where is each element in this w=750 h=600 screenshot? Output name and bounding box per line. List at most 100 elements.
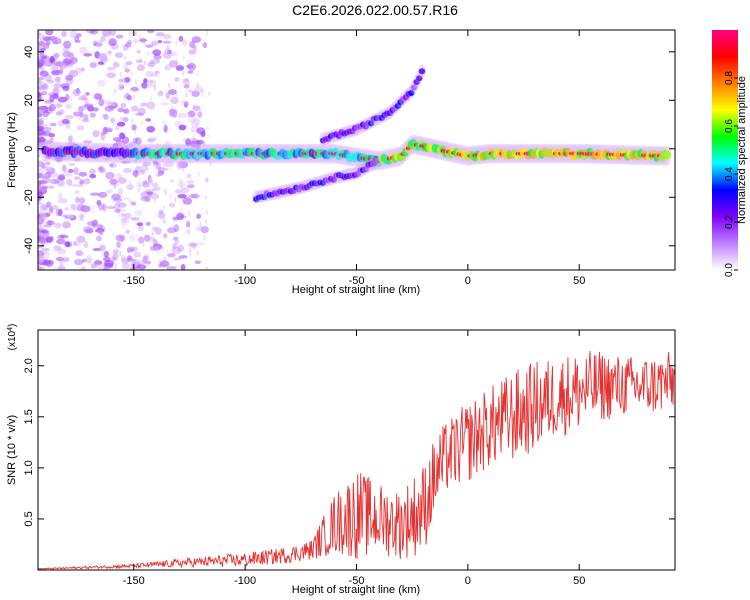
spectrogram-cell <box>189 251 192 257</box>
spectrogram-cell <box>164 123 167 129</box>
spectrogram-cell <box>38 197 42 202</box>
spectrogram-ytick-label: -20 <box>23 189 35 205</box>
spectrogram-cell <box>183 83 190 89</box>
spectrogram-cell <box>195 123 199 129</box>
spectrogram-cell <box>152 186 161 192</box>
spectrogram-cell <box>82 140 93 144</box>
spectrogram-cell <box>130 70 133 76</box>
spectrogram-cell <box>38 226 44 231</box>
snr-scale-label: (x104) <box>7 324 19 351</box>
spectrogram-cell <box>107 50 112 55</box>
spectrogram-cell <box>53 222 62 229</box>
spectrogram-cell <box>153 85 156 91</box>
spectrogram-cell <box>45 220 56 226</box>
spectrogram-cell <box>205 177 208 183</box>
colorbar-ticks: 0.0 0.2 0.4 0.6 0.8 <box>724 71 738 277</box>
spectrogram-cell <box>167 253 170 259</box>
spectrogram-cell <box>133 251 142 258</box>
spectrogram-cell <box>67 168 74 173</box>
spectrogram-cell <box>44 161 51 166</box>
spectrogram-cell <box>165 65 168 71</box>
spectrogram-cell <box>39 213 47 221</box>
spectrogram-cell <box>178 113 181 119</box>
spectrogram-cell <box>79 111 84 118</box>
spectrogram-cell <box>149 245 159 252</box>
spectrogram-cell <box>185 220 191 228</box>
spectrogram-cell <box>75 87 80 94</box>
spectrogram-cell <box>148 191 153 197</box>
spectrogram-cell <box>54 76 61 83</box>
spectrogram-cell <box>121 217 128 224</box>
spectrogram-cell <box>180 207 183 213</box>
spectrogram-cell <box>132 137 139 144</box>
spectrogram-cell <box>138 182 141 188</box>
spectrogram-cell <box>116 173 123 180</box>
spectrogram-cell <box>38 80 43 85</box>
spectrogram-cell <box>132 258 140 264</box>
spectrogram-cell <box>115 125 120 130</box>
snr-panel: -150 -100 -50 0 50 0.5 1.0 1.5 2.0 Height of str… <box>6 324 676 596</box>
spectrogram-cell <box>184 229 191 235</box>
spectrogram-cell <box>38 236 42 241</box>
spectrogram-cell <box>171 51 178 57</box>
spectrogram-cell <box>146 51 150 57</box>
spectrogram-cell <box>41 175 50 180</box>
spectrogram-cell <box>112 252 119 261</box>
spectrogram-cell <box>48 171 59 178</box>
spectrogram-cell <box>72 88 81 97</box>
spectrogram-cell <box>101 113 107 118</box>
snr-ylabel: SNR (10 * v/v) <box>6 415 18 485</box>
spectrogram-cell <box>143 234 151 242</box>
spectrogram-cell <box>109 163 114 168</box>
spectrogram-cell <box>115 234 126 242</box>
spectrogram-cell <box>38 249 47 255</box>
spectrogram-cell <box>111 256 116 262</box>
spectrogram-cell <box>42 110 50 118</box>
spectrogram-cell <box>150 73 160 77</box>
spectrogram-cell <box>100 56 108 62</box>
spectrogram-cell <box>147 61 156 68</box>
spectrogram-cell <box>169 60 179 68</box>
spectrogram-cell <box>201 89 204 95</box>
spectrogram-cell <box>177 166 180 172</box>
spectrogram-cell <box>38 160 44 167</box>
spectrogram-xtick-label: -50 <box>349 275 365 287</box>
spectrogram-cell <box>83 178 91 185</box>
spectrogram-cell <box>74 176 81 180</box>
spectrogram-cell <box>41 185 49 190</box>
spectrogram-cell <box>80 205 91 213</box>
spectrogram-cell <box>53 82 63 89</box>
spectrogram-cell <box>97 53 107 62</box>
spectrogram-cell <box>46 201 52 208</box>
spectrogram-cell <box>156 58 160 64</box>
spectrogram-cell <box>183 101 189 108</box>
spectrogram-cell <box>187 115 197 124</box>
spectrogram-cell <box>172 243 178 250</box>
spectrogram-cell <box>174 197 177 203</box>
spectrogram-cell <box>189 40 196 49</box>
spectrogram-cell <box>143 179 148 185</box>
spectrogram-cell <box>109 30 116 36</box>
spectrogram-cell <box>61 118 70 124</box>
spectrogram-cell <box>152 58 161 64</box>
spectrogram-cell <box>191 90 200 97</box>
spectrogram-xlabel: Height of straight line (km) <box>292 284 420 296</box>
spectrogram-cell <box>61 31 67 37</box>
spectrogram-cell <box>57 180 65 187</box>
spectrogram-cell <box>38 201 44 206</box>
spectrogram-cell <box>62 40 72 49</box>
snr-series-line <box>38 351 675 570</box>
spectrogram-cell <box>132 38 140 44</box>
spectrogram-cell <box>106 101 116 108</box>
spectrogram-cell <box>180 183 183 189</box>
spectrogram-cell <box>157 170 165 176</box>
spectrogram-cell <box>39 70 49 77</box>
spectrogram-cell <box>115 201 121 206</box>
spectrogram-cell <box>62 221 71 229</box>
spectrogram-cell <box>57 208 63 217</box>
spectrogram-ytick-label: 40 <box>23 46 35 58</box>
spectrogram-cell <box>49 55 55 64</box>
spectrogram-cell <box>135 180 145 188</box>
spectrogram-cell <box>38 77 41 84</box>
spectrogram-cell <box>117 212 121 218</box>
